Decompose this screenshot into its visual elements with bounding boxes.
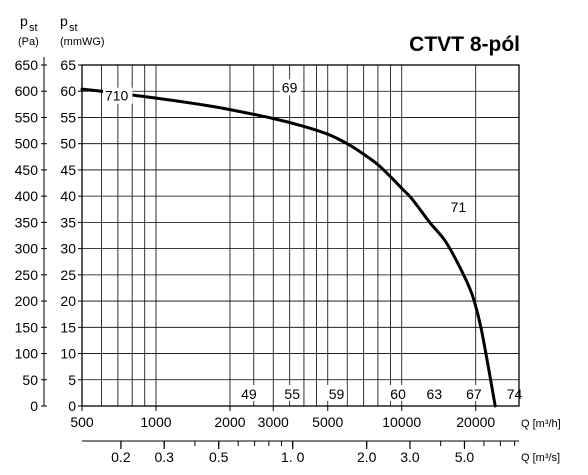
x-m3s-tick-label: 3.0 xyxy=(400,449,420,465)
annotation-background xyxy=(448,198,470,215)
y-left-tick-label: 600 xyxy=(15,83,39,99)
y-right-tick-label: 65 xyxy=(60,57,76,73)
x-m3s-tick-label: 5.0 xyxy=(455,449,475,465)
bottom-label-background xyxy=(239,385,260,401)
y-right-tick-label: 35 xyxy=(60,214,76,230)
y-left-tick-label: 200 xyxy=(15,293,39,309)
x-m3h-tick-label: 10000 xyxy=(382,414,421,430)
vertical-gridlines xyxy=(101,65,477,406)
y-left-tick-label: 450 xyxy=(15,162,39,178)
bottom-label-background xyxy=(282,385,303,401)
y-right-axis-title: p st (mmWG) xyxy=(60,13,105,48)
y-right-tick-label: 5 xyxy=(68,372,76,388)
x-m3h-tick-label: 5000 xyxy=(312,414,343,430)
curve-annotation-label: 71 xyxy=(451,199,467,215)
x-m3s-tick-label: 0.2 xyxy=(111,449,131,465)
bottom-label-background xyxy=(388,385,409,401)
x-m3s-tick-label: 0.5 xyxy=(209,449,229,465)
y-right-unit: (mmWG) xyxy=(60,36,105,48)
y-left-symbol: p xyxy=(20,13,28,29)
y-left-tick-label: 0 xyxy=(30,398,38,414)
bottom-label-background xyxy=(464,385,485,401)
bottom-label: 74 xyxy=(507,386,523,402)
annotation-background xyxy=(102,87,133,104)
annotation-background xyxy=(279,79,301,96)
y-left-tick-label: 250 xyxy=(15,267,39,283)
y-left-unit: (Pa) xyxy=(18,36,39,48)
curve-annotations: 710 69 71 xyxy=(102,79,470,215)
x-axis-m3h-label: Q [m³/h] xyxy=(521,418,561,430)
series-group xyxy=(80,87,497,408)
y-left-tick-label: 400 xyxy=(15,188,39,204)
y-right-tick-label: 50 xyxy=(60,136,76,152)
y-right-tick-label: 40 xyxy=(60,188,76,204)
y-left-subscript: st xyxy=(29,22,38,34)
x-m3h-tick-label: 20000 xyxy=(456,414,495,430)
horizontal-gridlines xyxy=(82,64,519,407)
y-left-axis-title: p st (Pa) xyxy=(18,13,39,48)
y-left-axis: 0 50 100 150 200 250 300 350 400 450 500 550 600 650 xyxy=(15,57,47,414)
x-m3h-tick-label: 1000 xyxy=(140,414,171,430)
y-right-tick-label: 0 xyxy=(68,398,76,414)
bottom-label: 55 xyxy=(284,386,300,402)
bottom-label: 59 xyxy=(329,386,345,402)
bottom-labels: 49 55 59 60 63 67 74 xyxy=(239,385,525,402)
y-left-tick-label: 350 xyxy=(15,214,39,230)
curve-annotation-label: 710 xyxy=(105,88,129,104)
y-right-tick-label: 30 xyxy=(60,241,76,257)
y-left-tick-label: 100 xyxy=(15,346,39,362)
bottom-label-background xyxy=(504,385,525,401)
y-left-tick-label: 150 xyxy=(15,319,39,335)
x-axis-m3s: 0.2 0.3 0.5 1. 0 2.0 3.0 5.0 xyxy=(82,440,519,465)
y-right-tick-label: 60 xyxy=(60,83,76,99)
x-m3s-tick-label: 1. 0 xyxy=(281,449,305,465)
plot-frame xyxy=(81,64,520,407)
bottom-label: 49 xyxy=(241,386,257,402)
x-m3h-tick-label: 500 xyxy=(70,414,94,430)
chart-title: CTVT 8-pól xyxy=(409,33,520,56)
y-right-tick-label: 25 xyxy=(60,267,76,283)
x-m3s-tick-label: 0.3 xyxy=(154,449,174,465)
y-right-axis: 0 5 10 15 20 25 30 35 40 45 50 55 60 65 xyxy=(60,57,82,414)
bottom-label: 63 xyxy=(427,386,443,402)
y-right-tick-label: 10 xyxy=(60,346,76,362)
x-m3s-tick-label: 2.0 xyxy=(357,449,377,465)
bottom-label-background xyxy=(424,385,445,401)
y-left-tick-label: 300 xyxy=(15,241,39,257)
y-right-tick-label: 15 xyxy=(60,319,76,335)
y-left-tick-label: 550 xyxy=(15,109,39,125)
bottom-label: 67 xyxy=(466,386,482,402)
x-m3h-tick-label: 2000 xyxy=(214,414,245,430)
fan-curve-line xyxy=(80,87,497,408)
y-left-tick-label: 500 xyxy=(15,136,39,152)
y-right-tick-label: 55 xyxy=(60,109,76,125)
x-axis-m3h: 500 1000 2000 3000 5000 10000 20000 xyxy=(70,406,495,430)
y-right-tick-label: 20 xyxy=(60,293,76,309)
x-m3h-tick-label: 3000 xyxy=(258,414,289,430)
y-right-subscript: st xyxy=(69,22,78,34)
y-right-symbol: p xyxy=(60,13,68,29)
bottom-label: 60 xyxy=(390,386,406,402)
y-left-tick-label: 650 xyxy=(15,57,39,73)
bottom-label-background xyxy=(326,385,347,401)
y-right-tick-label: 45 xyxy=(60,162,76,178)
curve-annotation-label: 69 xyxy=(282,79,298,95)
x-axis-m3s-label: Q [m³/s] xyxy=(521,452,560,464)
y-left-tick-label: 50 xyxy=(22,372,38,388)
